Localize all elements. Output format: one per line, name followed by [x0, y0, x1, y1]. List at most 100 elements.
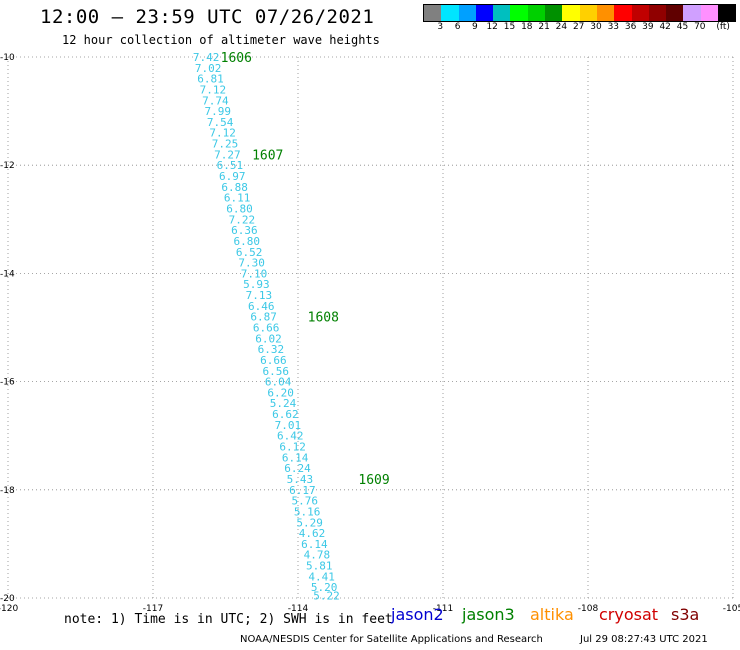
colorbar-label: 9	[472, 22, 478, 32]
colorbar-labels: 3 6 9 12 15 18 21 24 27 30 33 36 39 42 45 70 (ft)	[423, 22, 740, 34]
satellite-legend-s3a: s3a	[671, 605, 700, 624]
colorbar-label: 36	[624, 22, 637, 32]
colorbar-label: 12	[486, 22, 498, 32]
colorbar-label: 45	[676, 22, 689, 32]
wave-height-label: 6.87	[250, 311, 277, 324]
colorbar-swatch	[510, 5, 528, 21]
satellite-legend-jason3: jason3	[462, 605, 515, 624]
wave-height-label: 6.80	[234, 235, 261, 248]
colorbar-swatch	[596, 5, 615, 21]
wave-height-label: 6.80	[226, 202, 253, 215]
wave-height-label: 6.12	[279, 441, 306, 454]
wave-height-label: 4.41	[308, 570, 335, 583]
colorbar-swatch	[579, 5, 597, 21]
wave-height-label: 7.27	[214, 148, 241, 161]
colorbar-swatch	[700, 5, 719, 21]
wave-height-label: 7.25	[212, 138, 239, 151]
wave-height-label: 5.20	[311, 581, 338, 594]
colorbar-label: 6	[454, 22, 461, 32]
satellite-legend-altika: altika	[530, 605, 574, 624]
wave-height-label: 5.29	[296, 516, 323, 529]
colorbar-swatch	[683, 5, 701, 21]
wave-height-label: 6.17	[289, 484, 316, 497]
chart-title: 12:00 — 23:59 UTC 07/26/2021	[40, 6, 375, 28]
y-tick-label: -20	[0, 594, 15, 604]
wave-height-label: 5.16	[294, 505, 321, 518]
time-label: 1607	[252, 148, 283, 163]
wave-height-label: 6.32	[258, 343, 285, 356]
wave-height-label: 6.02	[255, 332, 282, 345]
colorbar-label: 70	[694, 22, 706, 32]
colorbar-swatch	[718, 5, 736, 21]
wave-height-label: 6.46	[248, 300, 275, 313]
wave-height-label: 6.56	[263, 365, 290, 378]
colorbar-swatch	[424, 5, 442, 21]
x-tick-label: -111	[433, 604, 453, 614]
colorbar-label: 3	[437, 22, 444, 32]
colorbar-label: 27	[572, 22, 585, 32]
wave-height-label: 7.10	[241, 267, 268, 280]
wave-height-label: 7.02	[195, 62, 222, 75]
footer-credit: NOAA/NESDIS Center for Satellite Applica…	[240, 634, 543, 645]
wave-height-label: 6.66	[260, 354, 287, 367]
colorbar-swatch	[493, 5, 511, 21]
y-tick-label: -18	[0, 486, 15, 496]
satellite-legend-jason2: jason2	[391, 605, 444, 624]
wave-height-label: 7.12	[209, 127, 236, 140]
wave-height-label: 7.13	[246, 289, 273, 302]
colorbar-swatch	[666, 5, 684, 21]
wave-height-label: 5.93	[243, 278, 270, 291]
colorbar-label: 33	[607, 22, 620, 32]
wave-height-label: 4.62	[299, 527, 326, 540]
wave-height-label: 6.20	[267, 386, 294, 399]
x-tick-label: -114	[288, 604, 309, 614]
wave-height-label: 7.42	[193, 51, 220, 64]
y-tick-label: -12	[0, 161, 15, 171]
colorbar-label: 21	[538, 22, 550, 32]
wave-height-label: 6.97	[219, 170, 246, 183]
colorbar-label: 42	[659, 22, 671, 32]
wave-height-label: 6.62	[272, 408, 299, 421]
wave-height-label: 5.22	[313, 589, 340, 602]
wave-height-label: 6.88	[221, 181, 248, 194]
time-label: 1606	[221, 51, 252, 66]
colorbar-swatch	[614, 5, 632, 21]
wave-height-label: 7.99	[205, 105, 232, 118]
x-tick-label: -117	[143, 604, 163, 614]
colorbar-swatch	[545, 5, 563, 21]
wave-height-label: 7.54	[207, 116, 234, 129]
y-tick-label: -16	[0, 378, 15, 388]
wave-height-label: 7.74	[202, 94, 229, 107]
colorbar-label: 18	[521, 22, 533, 32]
wave-height-label: 6.51	[217, 159, 244, 172]
chart-subtitle: 12 hour collection of altimeter wave hei…	[62, 33, 380, 47]
colorbar-swatch	[475, 5, 494, 21]
wave-height-label: 7.22	[229, 213, 256, 226]
wave-height-label: 6.11	[224, 192, 251, 205]
colorbar-swatch	[441, 5, 459, 21]
satellite-legend-cryosat: cryosat	[599, 605, 659, 624]
footer-timestamp: Jul 29 08:27:43 UTC 2021	[580, 634, 708, 645]
wave-height-label: 6.36	[231, 224, 258, 237]
wave-height-label: 6.42	[277, 430, 304, 443]
wave-height-label: 6.81	[197, 73, 224, 86]
y-tick-label: -14	[0, 269, 15, 279]
wave-height-label: 7.12	[200, 83, 227, 96]
time-label: 1609	[358, 473, 389, 488]
colorbar-swatch	[562, 5, 580, 21]
colorbar-swatch	[527, 5, 546, 21]
colorbar-swatch	[458, 5, 476, 21]
wave-height-label: 6.52	[236, 246, 263, 259]
wave-height-label: 6.04	[265, 376, 292, 389]
x-tick-label: -105	[723, 604, 740, 614]
colorbar-label: 15	[503, 22, 516, 32]
colorbar-label: 24	[555, 22, 568, 32]
wave-height-label: 6.14	[282, 451, 309, 464]
colorbar-swatch	[648, 5, 667, 21]
time-label: 1608	[308, 311, 339, 326]
wave-height-label: 5.76	[292, 495, 319, 508]
wave-height-label: 4.78	[304, 549, 331, 562]
wave-height-label: 7.01	[275, 419, 302, 432]
wave-height-label: 6.66	[253, 322, 280, 335]
